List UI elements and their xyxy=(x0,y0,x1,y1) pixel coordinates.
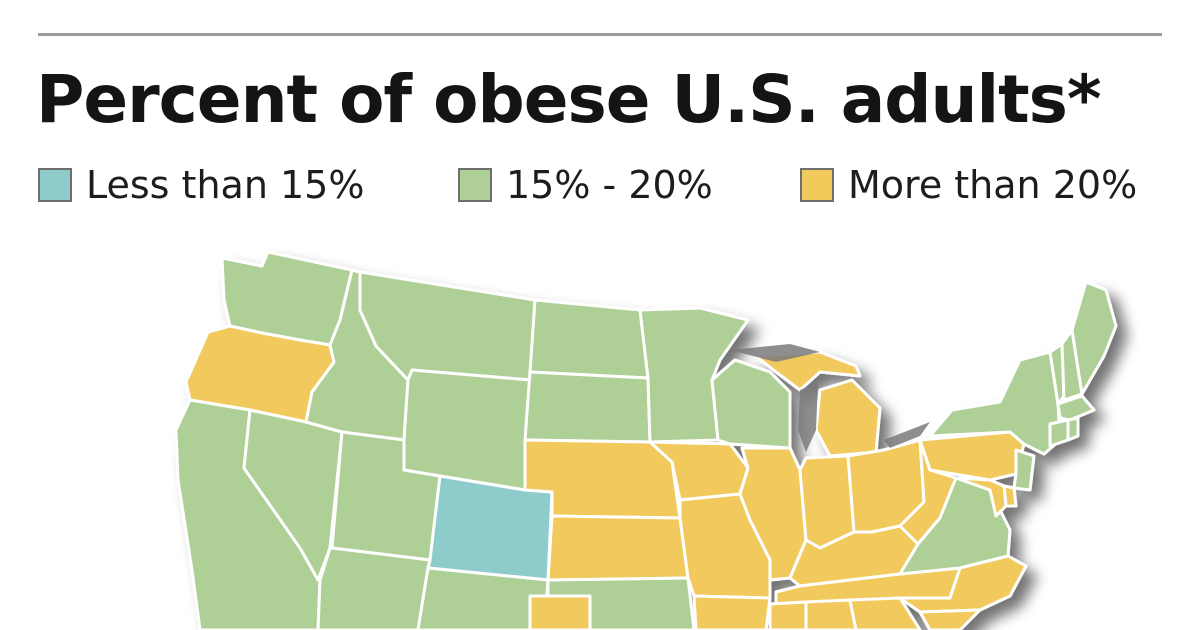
state-al xyxy=(804,598,858,630)
legend-label-less-than-15: Less than 15% xyxy=(86,163,365,207)
legend-swatch-more-than-20 xyxy=(800,168,834,202)
legend-swatch-15-20 xyxy=(458,168,492,202)
state-ma xyxy=(1056,394,1096,422)
state-va xyxy=(898,476,1012,576)
state-md xyxy=(954,476,1008,518)
lake-superior xyxy=(730,344,820,362)
great-lakes xyxy=(730,344,930,452)
state-ct xyxy=(1048,418,1070,448)
state-il xyxy=(738,446,808,582)
state-ms xyxy=(768,600,808,630)
state-me xyxy=(1070,280,1118,396)
state-ar xyxy=(692,594,772,630)
legend: Less than 15% 15% - 20% More than 20% xyxy=(0,0,1200,230)
legend-item-15-20: 15% - 20% xyxy=(458,163,713,207)
legend-label-more-than-20: More than 20% xyxy=(848,163,1138,207)
lake-michigan xyxy=(798,382,818,452)
state-tx xyxy=(528,594,592,630)
map-title: Percent of obese U.S. adults* xyxy=(36,61,1101,138)
states-layer xyxy=(174,250,1118,630)
state-sc xyxy=(918,608,982,630)
state-ga xyxy=(848,596,922,630)
us-state-map xyxy=(0,230,1200,630)
state-az xyxy=(316,546,432,630)
state-ri xyxy=(1066,416,1080,442)
top-rule xyxy=(38,33,1162,36)
legend-swatch-less-than-15 xyxy=(38,168,72,202)
lake-erie xyxy=(884,422,930,448)
state-nj xyxy=(1012,448,1036,492)
state-nd xyxy=(528,298,650,380)
legend-label-15-20: 15% - 20% xyxy=(506,163,713,207)
state-sd xyxy=(523,370,652,444)
state-ks xyxy=(546,514,690,582)
legend-item-more-than-20: More than 20% xyxy=(800,163,1137,207)
state-nm xyxy=(416,566,550,630)
legend-item-less-than-15: Less than 15% xyxy=(38,163,364,207)
state-wi xyxy=(710,358,792,450)
